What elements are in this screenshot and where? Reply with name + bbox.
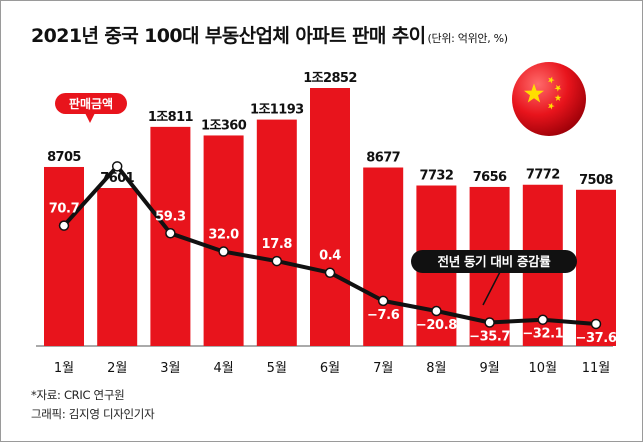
growth-value-label: 59.3 — [155, 209, 186, 224]
flag-small-star-icon — [548, 76, 555, 84]
bar-value-label: 1조360 — [201, 118, 247, 133]
month-label: 5월 — [267, 361, 287, 376]
growth-point-2 — [111, 161, 123, 172]
growth-point-5 — [271, 255, 283, 267]
bar-value-label: 1조811 — [148, 110, 194, 125]
flag-small-star-icon — [554, 84, 562, 92]
sales-legend-label: 판매금액 — [69, 96, 113, 111]
bar-5 — [256, 119, 297, 346]
title-text: 2021년 중국 100대 부동산업체 아파트 판매 추이 — [31, 25, 426, 47]
month-label: 10월 — [529, 361, 558, 376]
bar-value-label: 1조1193 — [250, 103, 304, 118]
bar-6 — [310, 88, 350, 346]
sales-legend-badge — [55, 93, 127, 114]
flag-big-star-icon — [524, 83, 544, 103]
bar-value-label: 8705 — [47, 150, 81, 165]
growth-value-label: 70.7 — [49, 202, 80, 217]
sales-legend-pointer — [85, 113, 95, 123]
growth-point-1 — [58, 220, 70, 231]
bar-value-label: 1조2852 — [303, 71, 357, 86]
chart-title: 2021년 중국 100대 부동산업체 아파트 판매 추이 (단위: 억위안, %… — [31, 21, 508, 48]
month-label: 3월 — [160, 361, 180, 376]
month-label: 6월 — [320, 361, 340, 376]
growth-point-11 — [590, 318, 602, 330]
bar-value-label: 7508 — [579, 173, 613, 188]
bar-value-label: 7772 — [526, 168, 560, 183]
unit-label: (단위: 억위안, %) — [427, 32, 509, 45]
month-label: 7월 — [373, 361, 393, 376]
growth-point-4 — [218, 246, 229, 257]
bar-value-label: 8677 — [366, 151, 400, 166]
growth-value-label: −7.6 — [367, 308, 400, 323]
month-label: 2월 — [107, 361, 127, 376]
growth-point-7 — [377, 295, 389, 307]
bar-7 — [363, 167, 404, 346]
month-label: 11월 — [582, 361, 611, 376]
bar-value-label: 7656 — [473, 170, 507, 185]
growth-point-8 — [431, 305, 442, 317]
month-label: 4월 — [213, 361, 233, 376]
growth-point-3 — [165, 228, 176, 239]
bar-1 — [44, 166, 84, 346]
growth-legend-badge — [411, 250, 577, 273]
growth-value-label: 0.4 — [319, 249, 341, 264]
growth-point-9 — [484, 317, 495, 328]
growth-value-label: −37.6 — [576, 331, 617, 346]
flag-small-star-icon — [548, 102, 555, 110]
month-label: 9월 — [479, 361, 499, 376]
growth-value-label: −32.1 — [522, 327, 563, 342]
credit-note: 그래픽: 김지영 디자인기자 — [31, 407, 155, 421]
bar-value-label: 7732 — [420, 169, 454, 184]
month-label: 1월 — [54, 361, 74, 376]
month-label: 8월 — [426, 361, 446, 376]
growth-point-10 — [537, 314, 549, 325]
growth-legend-label: 전년 동기 대비 증감률 — [438, 254, 552, 269]
bar-2 — [97, 188, 138, 346]
growth-point-6 — [324, 267, 336, 278]
growth-value-label: −20.8 — [416, 318, 457, 333]
china-flag-icon — [512, 62, 586, 136]
flag-small-star-icon — [554, 94, 562, 101]
bar-4 — [203, 135, 244, 346]
growth-legend-pointer — [482, 269, 502, 306]
growth-value-label: 32.0 — [208, 228, 239, 243]
source-note: *자료: CRIC 연구원 — [31, 388, 125, 402]
growth-value-label: 17.8 — [262, 237, 293, 252]
growth-value-label: −35.7 — [469, 329, 510, 344]
growth-value-label: 159.2 — [98, 142, 137, 157]
